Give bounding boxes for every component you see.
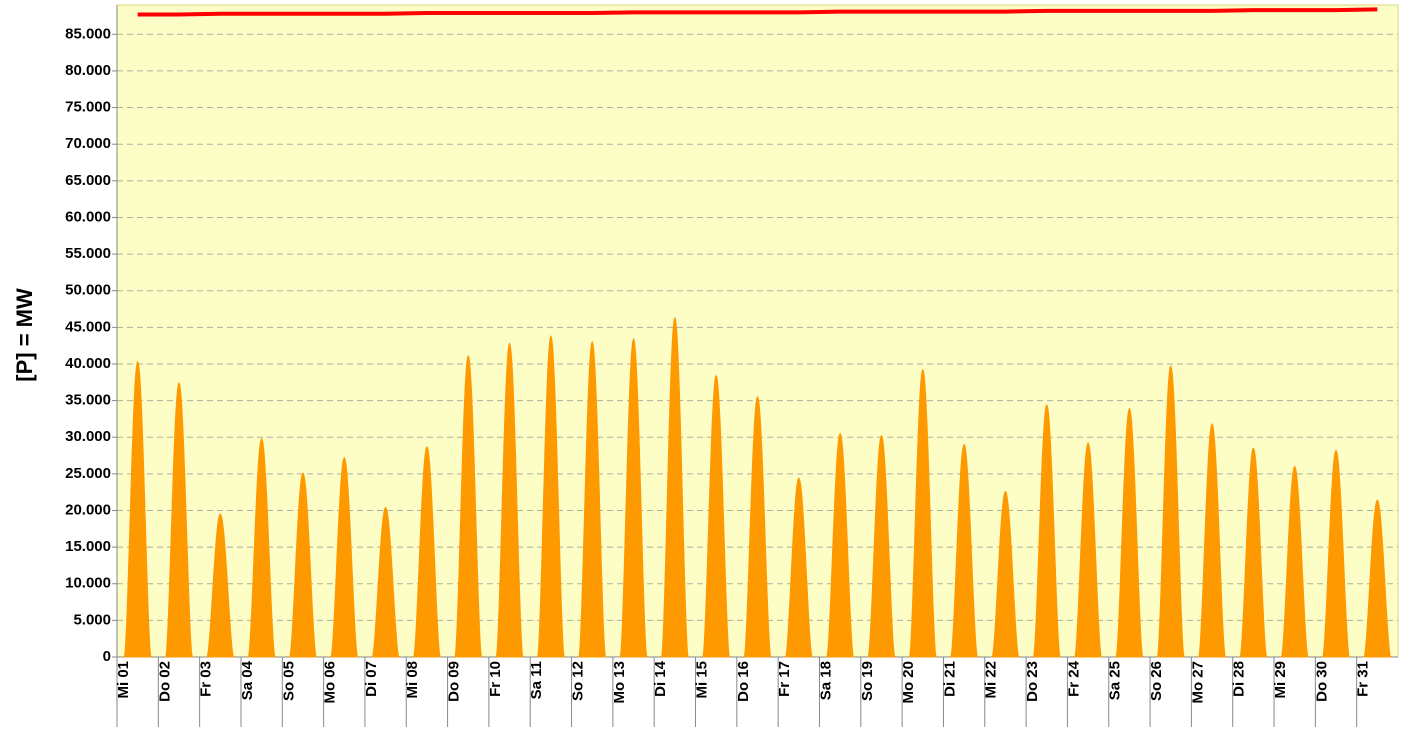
y-tick-label: 55.000 bbox=[65, 245, 111, 262]
daily-generation bbox=[619, 337, 648, 658]
x-tick-label: Do 09 bbox=[446, 661, 463, 702]
x-tick-label: So 26 bbox=[1148, 661, 1165, 701]
x-tick-label: Mo 27 bbox=[1189, 661, 1206, 704]
x-tick-label: Do 23 bbox=[1024, 661, 1041, 702]
y-tick-label: 40.000 bbox=[65, 355, 111, 372]
daily-generation bbox=[1156, 364, 1185, 658]
daily-generation bbox=[950, 443, 978, 658]
x-tick-label: Fr 03 bbox=[198, 661, 215, 697]
x-tick-label: Mo 13 bbox=[611, 661, 628, 704]
x-tick-label: Mo 06 bbox=[322, 661, 339, 704]
y-tick-label: 70.000 bbox=[65, 135, 111, 152]
daily-generation bbox=[206, 513, 235, 658]
x-tick-label: Sa 04 bbox=[239, 660, 256, 700]
y-tick-label: 10.000 bbox=[65, 575, 111, 592]
daily-generation bbox=[1239, 447, 1268, 658]
y-tick-label: 50.000 bbox=[65, 282, 111, 299]
daily-generation bbox=[908, 368, 937, 658]
daily-generation bbox=[1363, 499, 1392, 658]
y-tick-label: 75.000 bbox=[65, 99, 111, 116]
daily-generation bbox=[1280, 465, 1309, 658]
x-tick-label: Do 02 bbox=[156, 661, 173, 702]
y-axis-label: [P] = MW bbox=[12, 288, 37, 382]
x-tick-label: So 12 bbox=[570, 661, 587, 701]
daily-generation bbox=[784, 477, 813, 658]
y-tick-label: 60.000 bbox=[65, 208, 111, 225]
y-tick-label: 65.000 bbox=[65, 172, 111, 189]
daily-generation bbox=[991, 490, 1020, 658]
daily-generation bbox=[1115, 407, 1144, 658]
x-tick-label: Mi 22 bbox=[983, 661, 1000, 699]
daily-generation bbox=[661, 316, 689, 658]
daily-generation bbox=[247, 437, 276, 658]
daily-generation bbox=[826, 432, 854, 658]
y-tick-label: 20.000 bbox=[65, 501, 111, 518]
x-tick-label: Mi 01 bbox=[115, 661, 132, 699]
x-tick-label: Sa 11 bbox=[528, 661, 545, 699]
daily-generation bbox=[578, 340, 606, 658]
y-tick-label: 15.000 bbox=[65, 538, 111, 555]
y-tick-label: 85.000 bbox=[65, 25, 111, 42]
x-tick-label: Do 16 bbox=[735, 661, 752, 702]
daily-generation bbox=[1322, 449, 1350, 658]
x-tick-label: Fr 31 bbox=[1355, 661, 1372, 697]
y-tick-label: 25.000 bbox=[65, 465, 111, 482]
daily-generation bbox=[702, 374, 730, 658]
x-tick-label: Mi 08 bbox=[404, 661, 421, 699]
x-tick-label: Mo 20 bbox=[900, 661, 917, 704]
x-tick-label: Di 14 bbox=[652, 660, 669, 697]
x-tick-label: Di 28 bbox=[1231, 661, 1248, 697]
daily-generation bbox=[330, 456, 359, 658]
x-tick-label: Sa 18 bbox=[817, 661, 834, 700]
capacity-line bbox=[137, 7, 1378, 17]
y-tick-label: 0 bbox=[103, 648, 111, 665]
daily-generation bbox=[165, 381, 193, 658]
x-tick-label: Fr 17 bbox=[776, 661, 793, 697]
daily-generation bbox=[454, 354, 483, 658]
x-tick-label: Fr 10 bbox=[487, 661, 504, 697]
x-tick-label: Fr 24 bbox=[1065, 660, 1082, 697]
x-tick-label: Do 30 bbox=[1313, 661, 1330, 702]
x-tick-label: So 05 bbox=[280, 661, 297, 701]
y-tick-label: 45.000 bbox=[65, 318, 111, 335]
y-tick-label: 30.000 bbox=[65, 428, 111, 445]
y-tick-label: 35.000 bbox=[65, 392, 111, 409]
daily-generation bbox=[743, 395, 772, 658]
daily-generation bbox=[867, 434, 896, 658]
x-tick-label: Sa 25 bbox=[1107, 661, 1124, 700]
daily-generation bbox=[123, 360, 152, 658]
daily-generation bbox=[495, 342, 524, 658]
x-tick-label: Di 21 bbox=[941, 661, 958, 697]
daily-generation bbox=[1032, 403, 1061, 658]
x-tick-label: Mi 29 bbox=[1272, 661, 1289, 699]
daily-generation bbox=[413, 445, 441, 658]
daily-generation bbox=[1074, 442, 1102, 658]
daily-generation bbox=[289, 472, 317, 658]
daily-generation bbox=[1198, 423, 1226, 658]
daily-generation bbox=[537, 334, 565, 658]
x-tick-label: Di 07 bbox=[363, 661, 380, 697]
daily-generation bbox=[371, 506, 400, 658]
x-tick-label: So 19 bbox=[859, 661, 876, 701]
x-tick-label: Mi 15 bbox=[693, 661, 710, 699]
y-tick-label: 5.000 bbox=[73, 611, 111, 628]
y-tick-label: 80.000 bbox=[65, 62, 111, 79]
